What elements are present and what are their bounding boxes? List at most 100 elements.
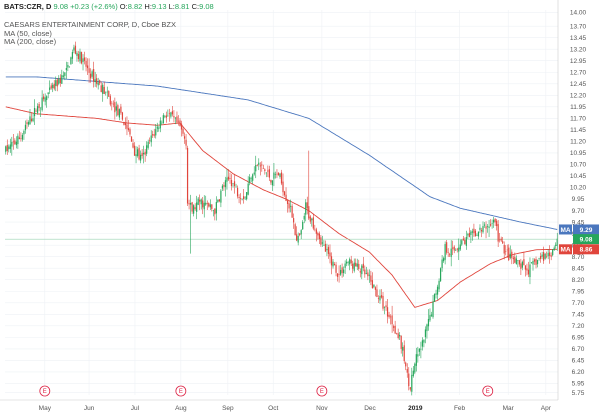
candle-body (49, 87, 51, 90)
candle (17, 133, 19, 149)
candle (67, 62, 69, 72)
earnings-marker[interactable]: E (39, 385, 51, 397)
y-tick-label: 7.20 (572, 323, 585, 330)
candle-body (324, 243, 327, 252)
candle (111, 100, 113, 111)
candle-body (314, 228, 316, 230)
candle (164, 114, 166, 119)
candle-body (344, 263, 346, 268)
price-tag-value: 9.29 (580, 227, 593, 234)
candle (291, 203, 293, 219)
candle (171, 106, 174, 117)
candle-body (529, 264, 531, 278)
candle (268, 165, 270, 182)
candle (200, 198, 202, 210)
candle-body (156, 126, 158, 129)
candle-body (41, 97, 43, 111)
candle (274, 171, 277, 179)
candle-body (550, 255, 552, 257)
candle (115, 101, 117, 117)
candle (196, 195, 198, 220)
candle-body (20, 138, 22, 139)
candle (153, 128, 155, 138)
candle (311, 217, 313, 227)
candle-body (370, 275, 372, 282)
candle-body (556, 238, 558, 246)
candle-body (46, 96, 48, 100)
candle (117, 103, 119, 117)
candle-body (80, 52, 83, 64)
candle (552, 249, 554, 257)
candle-body (424, 329, 427, 338)
candle (370, 270, 372, 286)
candle (143, 145, 145, 164)
candle-body (479, 227, 481, 230)
candle (306, 196, 308, 215)
candle (144, 149, 146, 162)
candle-body (36, 106, 39, 113)
earnings-marker-label: E (320, 389, 324, 395)
price-axis[interactable]: 5.75 5.95 6.20 6.45 6.70 6.95 7.20 7.45 7.70 7.95… (0, 0, 587, 401)
candle-body (247, 183, 249, 195)
candle-body (459, 244, 461, 250)
candle-body (117, 105, 119, 116)
ma200-legend[interactable]: MA (200, close) (4, 37, 57, 46)
candle-body (350, 259, 352, 264)
candle-body (482, 226, 484, 233)
y-tick-label: 13.45 (570, 35, 587, 42)
candle (64, 72, 66, 81)
candle (423, 339, 425, 348)
candle (130, 136, 133, 142)
candle (533, 258, 536, 265)
candle-body (405, 362, 407, 367)
candle (174, 117, 177, 125)
candle (349, 257, 351, 271)
time-axis[interactable]: May Jun Jul Aug Sep Oct Nov Dec 2019 Feb Mar Apr (39, 405, 552, 412)
earnings-marker[interactable]: E (482, 385, 494, 397)
candle-body (326, 248, 328, 251)
candle-body (73, 47, 75, 51)
candle (364, 265, 366, 278)
candle (302, 220, 304, 230)
candle (312, 213, 314, 231)
candle-body (546, 256, 548, 258)
candle (36, 103, 39, 115)
candle-body (108, 91, 110, 97)
ma50-legend[interactable]: MA (50, close) (4, 29, 52, 38)
candle-body (93, 69, 95, 82)
candle-body (170, 112, 172, 117)
candle-body (327, 247, 330, 254)
candle (397, 328, 399, 340)
candle-body (30, 118, 33, 121)
candle-body (441, 259, 443, 269)
candle-body (530, 262, 533, 263)
price-tag-label: MA (560, 227, 570, 234)
candle-body (114, 102, 116, 113)
candle (289, 199, 292, 213)
y-tick-label: 13.20 (570, 46, 587, 53)
candle (250, 176, 252, 183)
candle (485, 221, 487, 239)
candle (379, 289, 381, 304)
candle (323, 240, 325, 246)
earnings-marker[interactable]: E (316, 385, 328, 397)
candle (438, 278, 440, 292)
candle-body (399, 334, 401, 337)
candle (441, 254, 443, 272)
x-tick-label: Aug (175, 405, 187, 412)
candle-body (285, 194, 287, 201)
candle (305, 199, 307, 222)
candle-body (256, 165, 258, 166)
candle (539, 252, 542, 263)
candle (318, 231, 320, 244)
candle-body (461, 240, 463, 245)
candle (500, 236, 502, 242)
x-tick-label: Oct (268, 405, 278, 412)
candle (347, 260, 349, 266)
candle (444, 241, 446, 265)
candle (402, 342, 404, 357)
candle-body (317, 232, 319, 236)
earnings-marker[interactable]: E (175, 385, 187, 397)
candle (179, 118, 181, 127)
